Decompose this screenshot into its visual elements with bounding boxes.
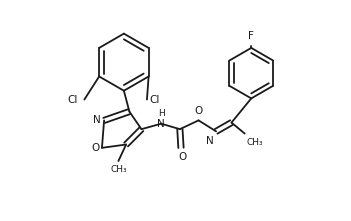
Text: CH₃: CH₃ [247,138,264,147]
Text: H: H [158,109,165,118]
Text: O: O [194,106,203,116]
Text: Cl: Cl [149,95,159,105]
Text: F: F [248,31,254,41]
Text: N: N [157,119,165,129]
Text: N: N [93,115,101,125]
Text: CH₃: CH₃ [110,165,127,174]
Text: O: O [91,143,99,153]
Text: N: N [206,136,214,146]
Text: Cl: Cl [67,95,78,105]
Text: O: O [178,152,186,162]
